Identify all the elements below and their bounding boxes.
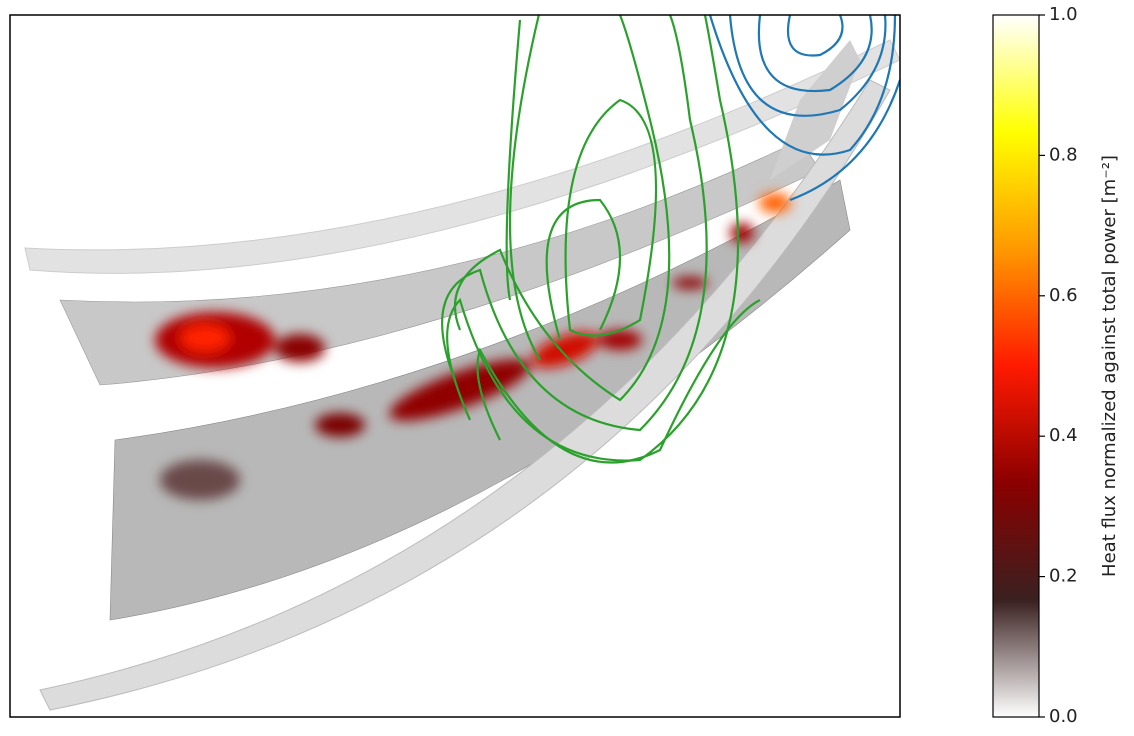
colorbar-tick-label: 0.6	[1049, 285, 1078, 306]
colorbar-tick-label: 1.0	[1049, 4, 1078, 25]
colorbar-tick-label: 0.8	[1049, 144, 1078, 165]
colorbar-label: Heat flux normalized against total power…	[1099, 155, 1120, 577]
colorbar-tick-label: 0.4	[1049, 425, 1078, 446]
colorbar-tick-label: 0.0	[1049, 706, 1078, 727]
colorbar	[993, 15, 1039, 717]
colorbar-tick-label: 0.2	[1049, 566, 1078, 587]
chart: Heat flux normalized against total power…	[0, 0, 1134, 732]
surface-render	[25, 10, 900, 710]
